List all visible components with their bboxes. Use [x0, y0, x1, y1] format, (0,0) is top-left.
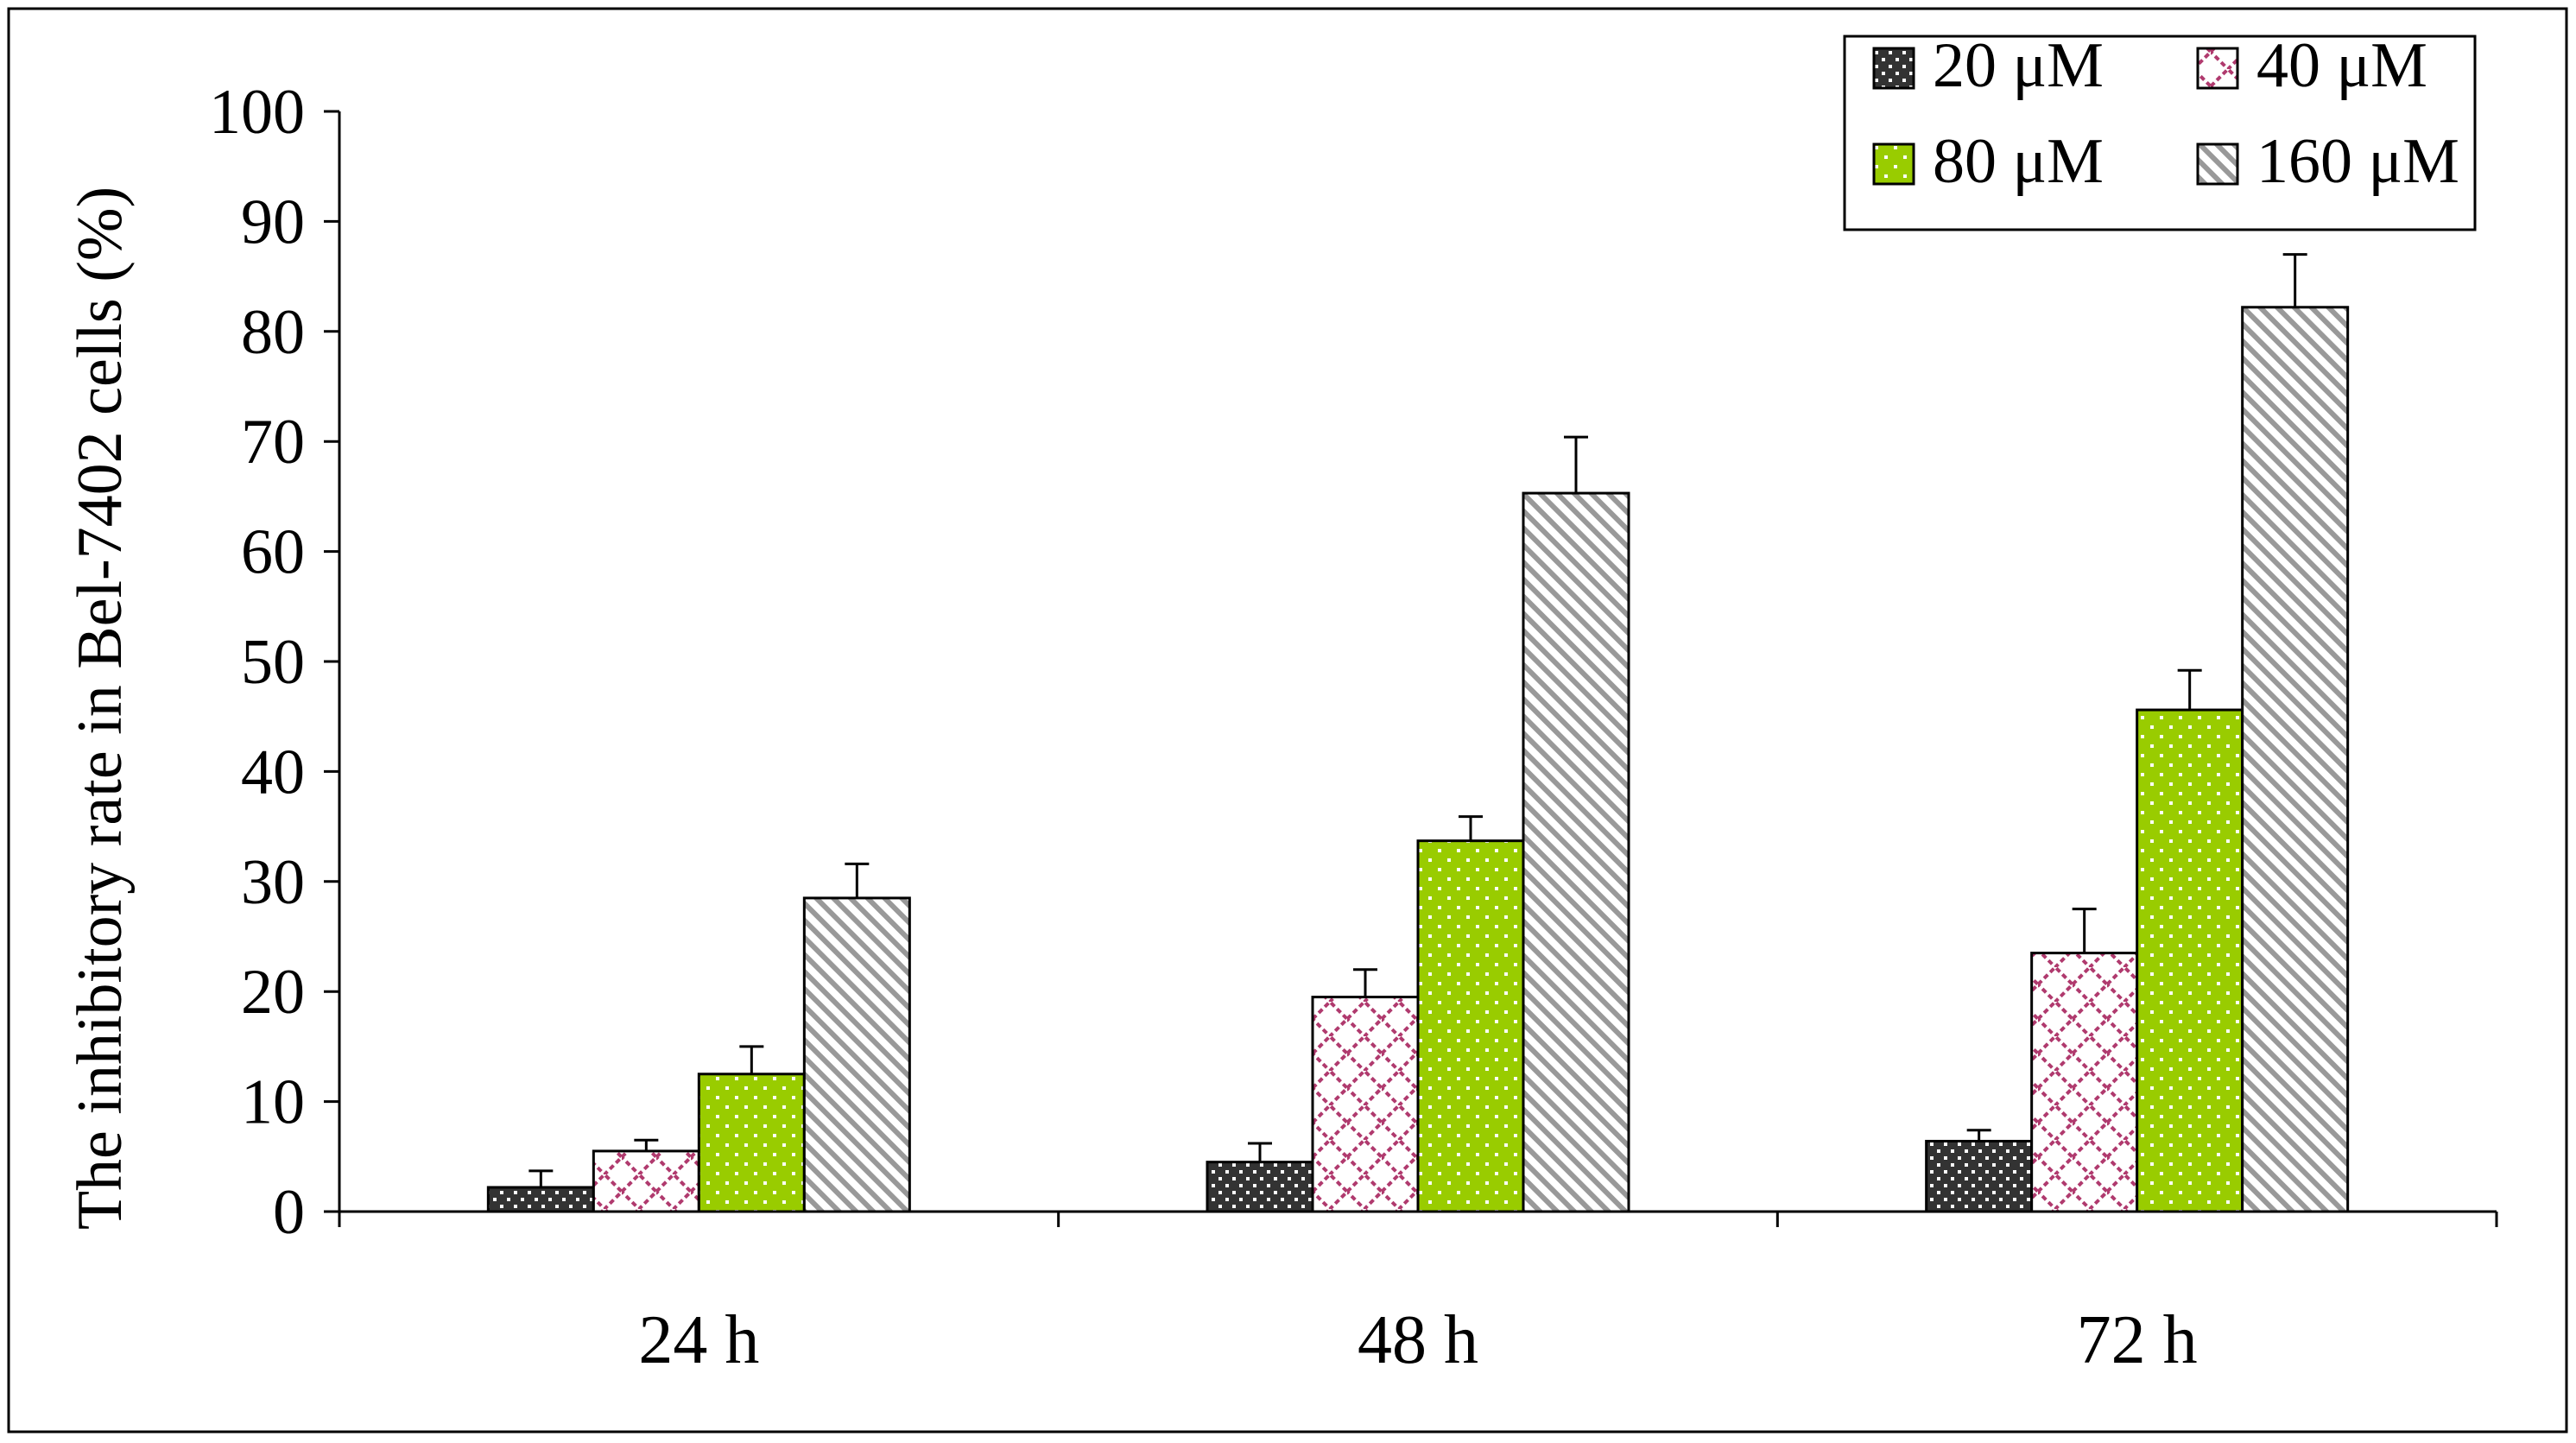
y-tick-label: 20	[241, 957, 305, 1028]
legend-label: 40 μM	[2256, 30, 2427, 101]
bar-80μM-24h	[697, 1073, 806, 1213]
legend: 20 μM 40 μM 80 μM 160 μM	[1843, 30, 2477, 231]
y-axis-title: The inhibitory rate in Bel-7402 cells (%…	[65, 187, 136, 1230]
legend-box	[1843, 35, 2477, 231]
y-tick-label: 30	[241, 847, 305, 918]
y-tick-label: 90	[241, 187, 305, 257]
legend-label: 20 μM	[1933, 30, 2104, 101]
legend-swatch	[1872, 47, 1915, 90]
y-tick-label: 60	[241, 517, 305, 588]
bars	[486, 253, 2350, 1213]
y-tick-label: 80	[241, 297, 305, 368]
bar-20μM-48h	[1206, 1161, 1314, 1213]
y-tick-label: 10	[241, 1067, 305, 1138]
y-tick-label: 50	[241, 627, 305, 698]
bar-20μM-72h	[1925, 1139, 2034, 1213]
labels: 0 10 20 30 40 50 60 70 80 90 100 24 h 48 h 72 h	[209, 77, 2198, 1378]
legend-label: 160 μM	[2256, 126, 2459, 197]
x-category-label: 48 h	[1358, 1302, 1478, 1378]
bar-160μM-24h	[802, 896, 911, 1213]
bar-40μM-72h	[2030, 952, 2139, 1213]
y-tick-label: 100	[209, 77, 305, 148]
bar-160μM-48h	[1522, 491, 1630, 1213]
y-tick-label: 40	[241, 737, 305, 807]
legend-label: 80 μM	[1933, 126, 2104, 197]
chart-frame	[7, 7, 2568, 1434]
bar-80μM-48h	[1416, 839, 1525, 1213]
y-tick-label: 0	[273, 1177, 305, 1248]
legend-swatch	[2196, 142, 2239, 186]
bar-40μM-48h	[1311, 996, 1420, 1213]
x-category-label: 72 h	[2077, 1302, 2198, 1378]
bar-20μM-24h	[486, 1186, 595, 1213]
bar-80μM-72h	[2136, 708, 2244, 1213]
legend-swatch	[2196, 47, 2239, 90]
x-category-label: 24 h	[638, 1302, 759, 1378]
y-tick-label: 70	[241, 407, 305, 478]
bar-160μM-72h	[2241, 306, 2350, 1213]
legend-swatch	[1872, 142, 1915, 186]
bar-40μM-24h	[592, 1149, 700, 1213]
